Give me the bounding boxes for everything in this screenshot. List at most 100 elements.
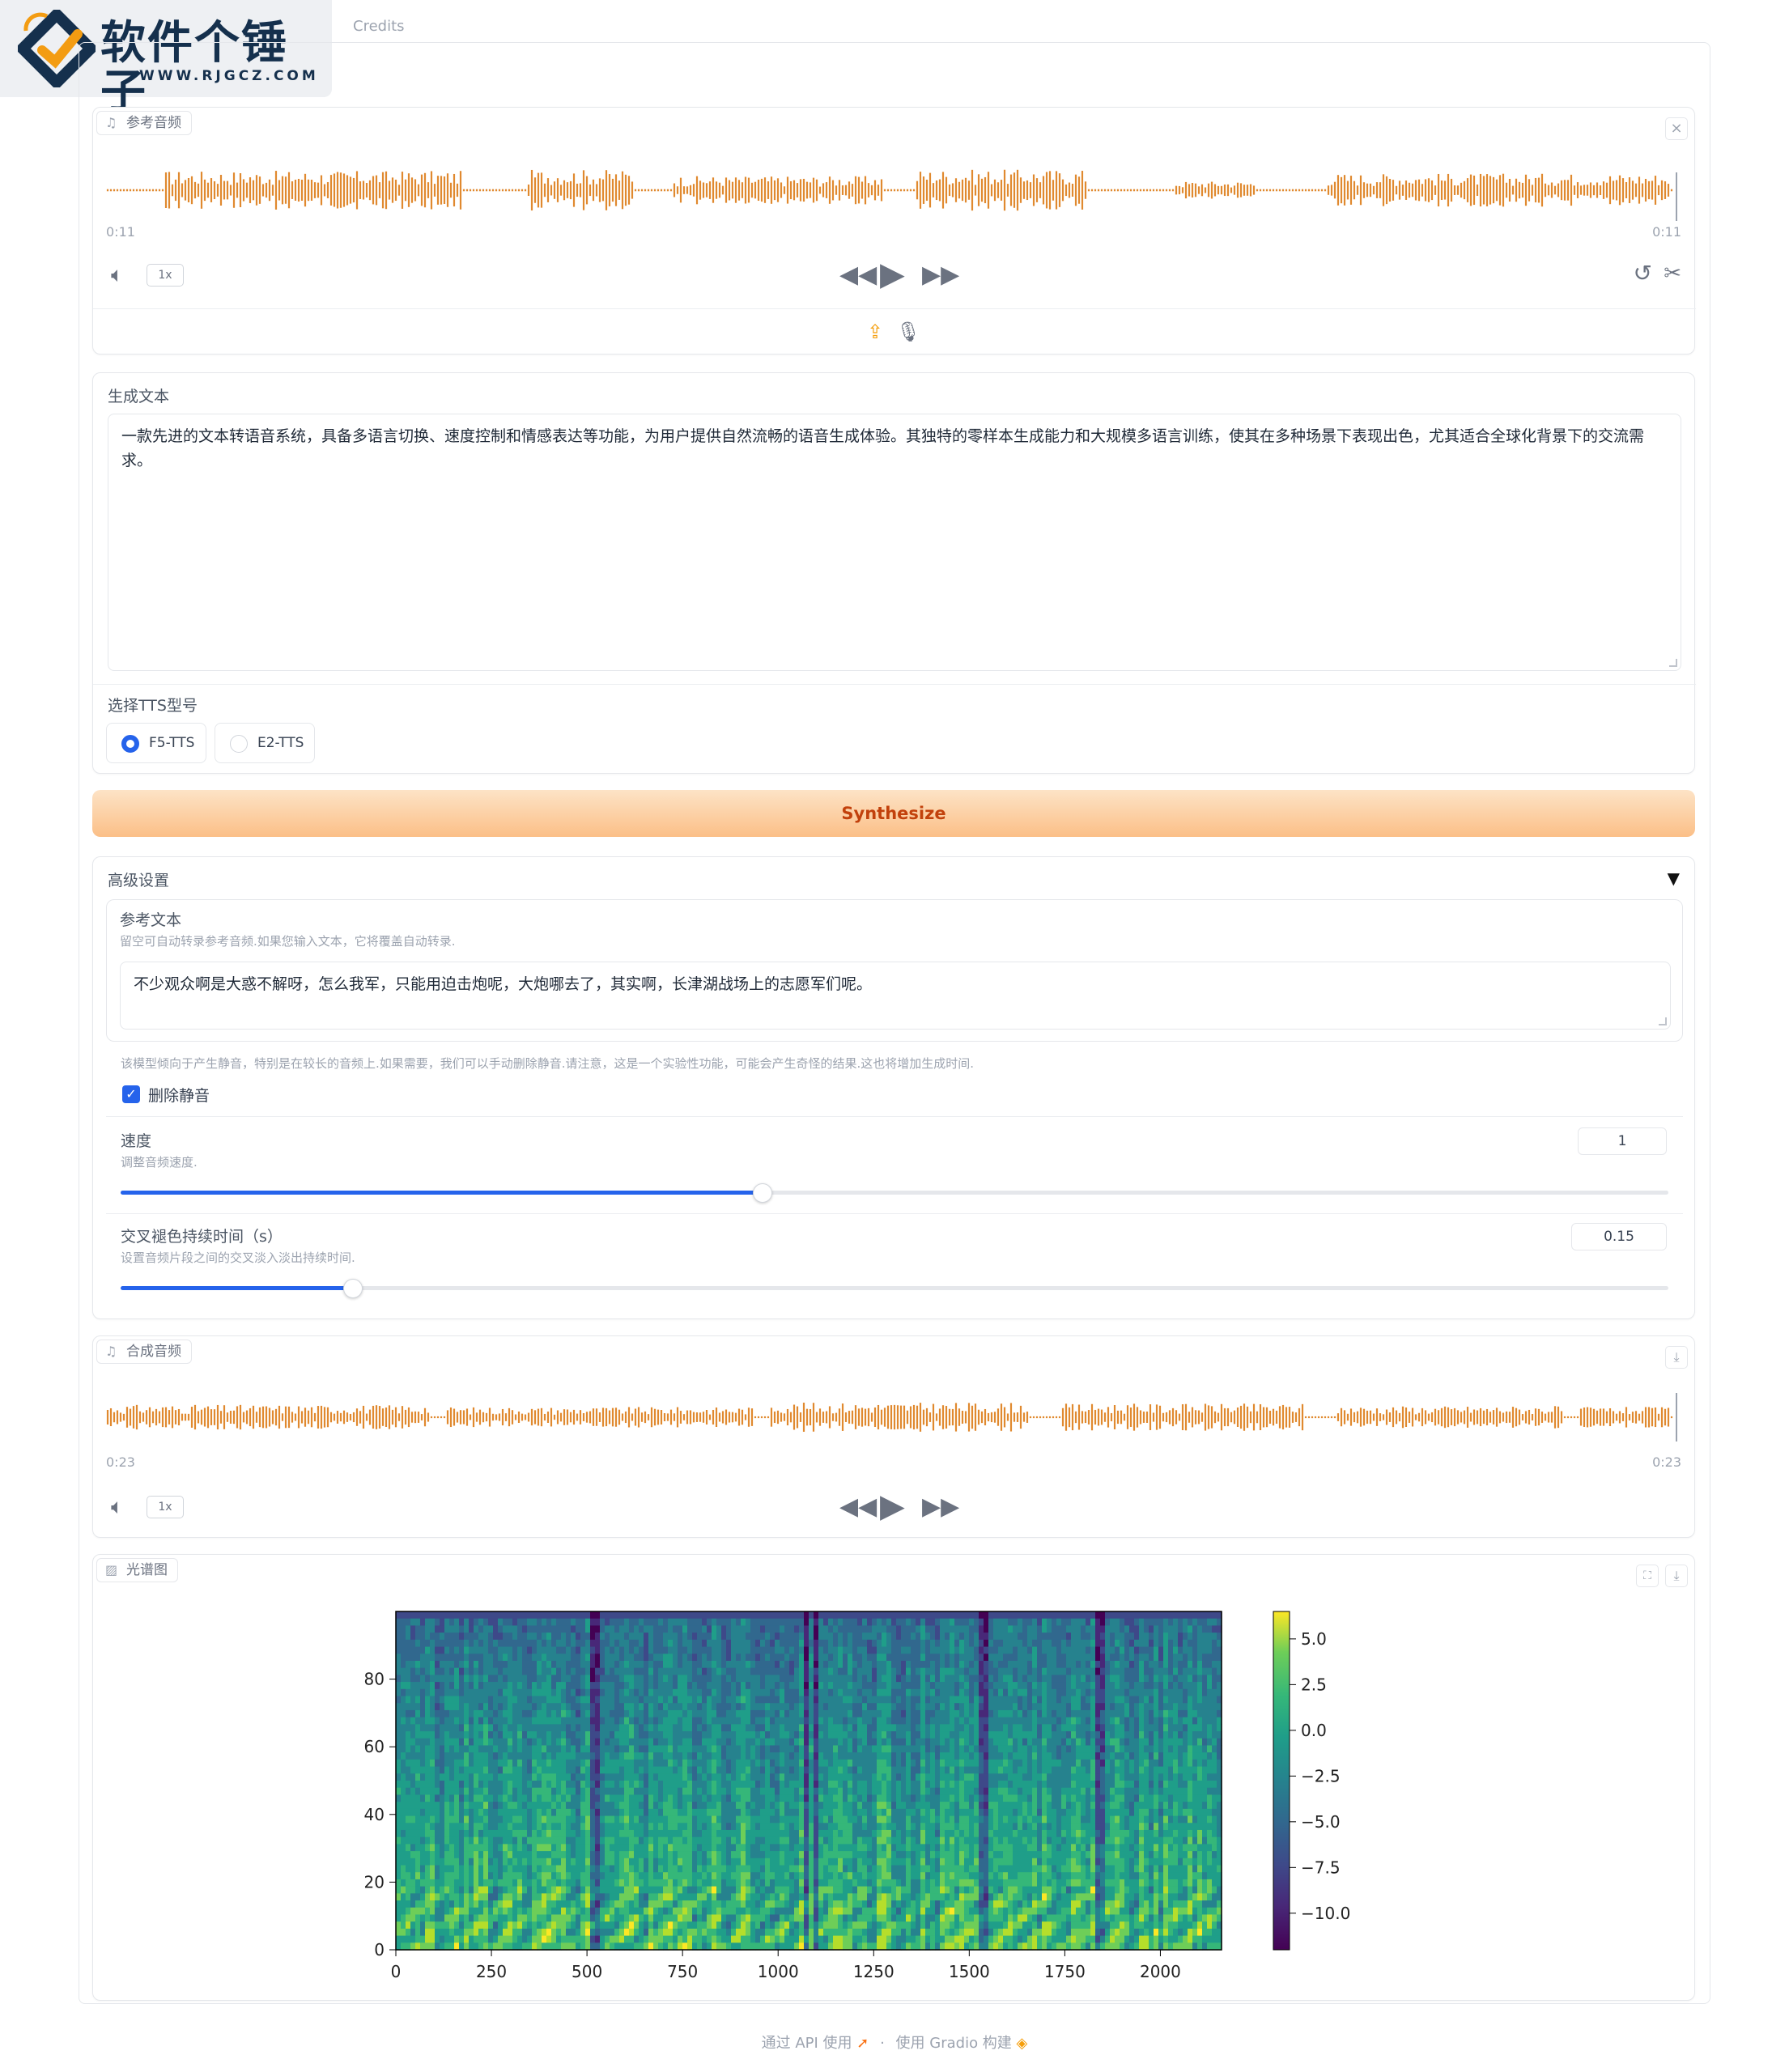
heatmap-cell	[619, 1823, 625, 1831]
heatmap-cell	[789, 1893, 795, 1901]
crossfade-number-input[interactable]: 0.15	[1571, 1223, 1667, 1250]
heatmap-cell	[435, 1823, 440, 1831]
ref-play-icon[interactable]: ▶	[880, 256, 905, 293]
heatmap-cell	[488, 1844, 494, 1852]
heatmap-cell	[750, 1618, 756, 1627]
heatmap-cell	[532, 1900, 538, 1909]
heatmap-cell	[401, 1682, 406, 1690]
ref-speed-button[interactable]: 1x	[147, 264, 184, 287]
output-waveform[interactable]	[106, 1369, 1680, 1466]
radio-e2-tts[interactable]: E2-TTS	[215, 723, 315, 763]
out-speed-button[interactable]: 1x	[147, 1496, 184, 1518]
advanced-title[interactable]: 高级设置	[108, 872, 170, 890]
heatmap-cell	[755, 1794, 761, 1802]
heatmap-cell	[478, 1709, 484, 1718]
heatmap-cell	[707, 1844, 712, 1852]
download-image-button[interactable]: ⤓	[1665, 1565, 1688, 1587]
ref-volume-icon[interactable]: 🔈︎	[111, 263, 124, 287]
heatmap-cell	[702, 1625, 708, 1633]
heatmap-cell	[755, 1907, 761, 1916]
gen-text-input[interactable]: 一款先进的文本转语音系统，具备多语言切换、速度控制和情感表达等功能，为用户提供自…	[108, 414, 1681, 671]
resize-handle[interactable]	[1659, 1017, 1667, 1025]
heatmap-cell	[508, 1766, 513, 1774]
heatmap-cell	[406, 1787, 411, 1796]
out-play-icon[interactable]: ▶	[880, 1488, 905, 1525]
synthesize-button[interactable]: Synthesize	[92, 790, 1695, 837]
heatmap-cell	[542, 1942, 547, 1951]
clear-audio-button[interactable]: ×	[1665, 117, 1688, 140]
heatmap-cell	[784, 1688, 790, 1697]
ref-forward-icon[interactable]: ▶▶	[922, 261, 960, 289]
speed-slider[interactable]	[121, 1183, 1668, 1203]
heatmap-cell	[610, 1738, 615, 1747]
heatmap-cell	[712, 1745, 717, 1753]
heatmap-cell	[546, 1731, 552, 1739]
heatmap-cell	[624, 1787, 630, 1796]
radio-f5-tts[interactable]: F5-TTS	[106, 723, 206, 763]
heatmap-cell	[605, 1879, 610, 1887]
heatmap-cell	[449, 1836, 455, 1845]
upload-icon[interactable]: ⇪	[867, 321, 884, 343]
heatmap-cell	[629, 1886, 635, 1894]
out-forward-icon[interactable]: ▶▶	[922, 1492, 960, 1521]
tab-credits[interactable]: Credits	[353, 18, 405, 35]
heatmap-cell	[561, 1738, 567, 1747]
heatmap-cell	[605, 1752, 610, 1760]
heatmap-cell	[488, 1667, 494, 1675]
heatmap-cell	[580, 1921, 586, 1930]
remove-silence-checkbox[interactable]: ✓	[122, 1085, 140, 1103]
chevron-down-icon[interactable]: ▼	[1667, 868, 1680, 888]
heatmap-cell	[644, 1808, 649, 1817]
heatmap-cell	[595, 1886, 601, 1894]
ref-undo-icon[interactable]: ↺	[1633, 260, 1652, 287]
download-audio-button[interactable]: ⤓	[1665, 1346, 1688, 1369]
heatmap-cell	[435, 1724, 440, 1732]
heatmap-cell	[566, 1660, 572, 1669]
heatmap-cell	[410, 1709, 416, 1718]
crossfade-slider-thumb[interactable]	[342, 1279, 363, 1298]
heatmap-cell	[410, 1717, 416, 1725]
out-rewind-icon[interactable]: ◀◀	[839, 1492, 878, 1521]
heatmap-cell	[673, 1717, 678, 1725]
heatmap-cell	[673, 1639, 678, 1648]
heatmap-cell	[478, 1639, 484, 1648]
ref-text-input[interactable]: 不少观众啊是大惑不解呀，怎么我军，只能用迫击炮呢，大炮哪去了，其实啊，长津湖战场…	[120, 962, 1671, 1030]
heatmap-cell	[605, 1675, 610, 1683]
microphone-icon[interactable]: 🎙︎	[896, 321, 921, 343]
adv-divider-1	[106, 1116, 1683, 1117]
heatmap-cell	[396, 1688, 402, 1697]
ref-waveform[interactable]	[106, 140, 1680, 253]
heatmap-cell	[430, 1675, 436, 1683]
heatmap-cell	[551, 1928, 557, 1937]
heatmap-cell	[522, 1660, 528, 1669]
heatmap-cell	[707, 1787, 712, 1796]
ref-rewind-icon[interactable]: ◀◀	[839, 261, 878, 289]
heatmap-cell	[610, 1844, 615, 1852]
speed-number-input[interactable]: 1	[1578, 1127, 1667, 1155]
heatmap-cell	[508, 1851, 513, 1859]
heatmap-cell	[561, 1829, 567, 1838]
heatmap-cell	[503, 1815, 508, 1824]
speed-slider-thumb[interactable]	[753, 1183, 773, 1203]
download-icon: ⤓	[1673, 1568, 1680, 1583]
heatmap-cell	[644, 1675, 649, 1683]
heatmap-cell	[678, 1802, 683, 1810]
heatmap-cell	[765, 1914, 771, 1922]
heatmap-cell	[542, 1773, 547, 1781]
resize-handle[interactable]	[1669, 659, 1677, 667]
heatmap-cell	[687, 1802, 693, 1810]
heatmap-cell	[590, 1794, 596, 1802]
fullscreen-button[interactable]: ⛶	[1636, 1565, 1659, 1587]
ref-trim-icon[interactable]: ✂	[1664, 261, 1681, 286]
heatmap-cell	[561, 1907, 567, 1916]
heatmap-cell	[736, 1625, 742, 1633]
heatmap-cell	[522, 1808, 528, 1817]
heatmap-cell	[585, 1745, 591, 1753]
heatmap-cell	[576, 1781, 581, 1789]
crossfade-slider[interactable]	[121, 1279, 1668, 1298]
speed-slider-fill	[121, 1191, 763, 1195]
remove-silence-label[interactable]: 删除静音	[148, 1087, 210, 1105]
heatmap-cell	[736, 1611, 742, 1620]
heatmap-cell	[644, 1886, 649, 1894]
out-volume-icon[interactable]: 🔈︎	[111, 1495, 124, 1519]
